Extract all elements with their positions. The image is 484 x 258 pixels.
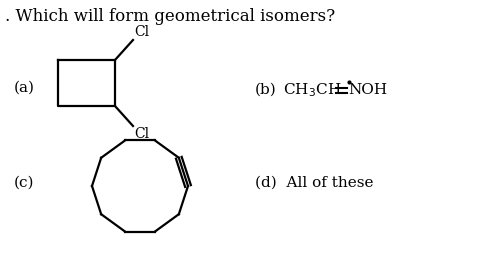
Text: NOH: NOH xyxy=(348,83,386,97)
Text: Cl: Cl xyxy=(134,25,149,39)
Text: (a): (a) xyxy=(14,81,35,95)
Text: (d)  All of these: (d) All of these xyxy=(255,176,373,190)
Text: CH$_3$CH: CH$_3$CH xyxy=(283,81,341,99)
Text: (b): (b) xyxy=(255,83,276,97)
Text: . Which will form geometrical isomers?: . Which will form geometrical isomers? xyxy=(5,8,334,25)
Text: (c): (c) xyxy=(14,176,34,190)
Text: Cl: Cl xyxy=(134,127,149,141)
